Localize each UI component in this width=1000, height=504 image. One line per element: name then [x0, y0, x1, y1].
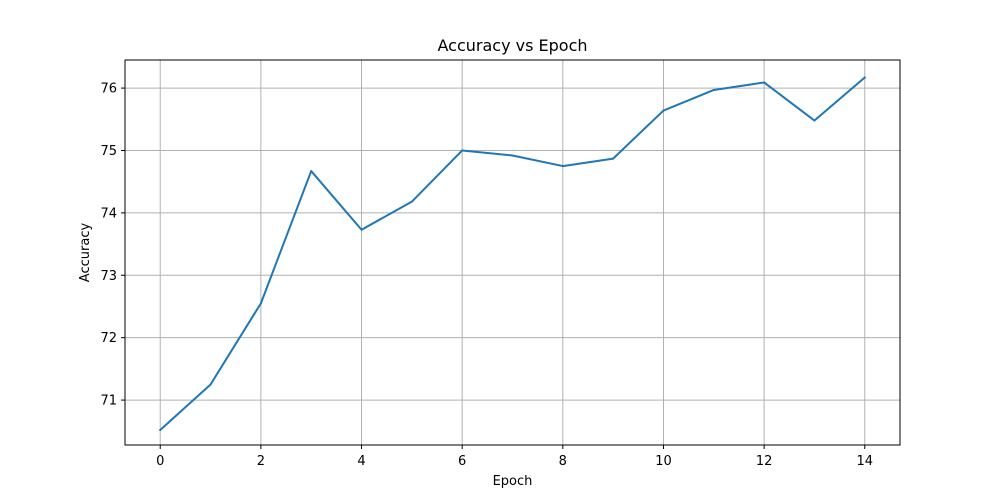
data-point	[813, 119, 816, 122]
x-tick-label: 6	[458, 454, 466, 469]
data-point	[712, 88, 715, 91]
data-point	[159, 429, 162, 432]
x-tick-label: 2	[257, 454, 265, 469]
y-tick-label: 75	[100, 144, 117, 159]
ticks: 0 2 4 6 8 10 12 14 71 72 73 74 75 76	[100, 82, 873, 469]
chart-title: Accuracy vs Epoch	[437, 36, 587, 55]
y-axis-label: Accuracy	[78, 223, 93, 283]
y-tick-label: 73	[100, 269, 117, 284]
data-point	[209, 383, 212, 386]
data-point	[511, 154, 514, 157]
y-tick-label: 71	[100, 394, 117, 409]
series-layer	[159, 76, 866, 432]
x-tick-label: 14	[856, 454, 873, 469]
x-tick-label: 8	[559, 454, 567, 469]
data-point	[612, 157, 615, 160]
data-point	[410, 200, 413, 203]
data-point	[259, 302, 262, 305]
x-tick-label: 0	[156, 454, 164, 469]
y-tick-label: 72	[100, 331, 117, 346]
x-tick-label: 4	[357, 454, 365, 469]
data-point	[310, 170, 313, 173]
data-point	[662, 109, 665, 112]
x-axis-label: Epoch	[493, 474, 533, 489]
y-tick-label: 74	[100, 206, 117, 221]
data-point	[360, 228, 363, 231]
y-tick-label: 76	[100, 82, 117, 97]
x-tick-label: 10	[655, 454, 672, 469]
x-tick-label: 12	[756, 454, 773, 469]
series-line	[159, 76, 866, 432]
data-point	[561, 165, 564, 168]
axes-frame	[124, 59, 901, 446]
data-point	[863, 76, 866, 79]
grid	[125, 60, 900, 445]
data-point	[763, 81, 766, 84]
data-point	[461, 149, 464, 152]
